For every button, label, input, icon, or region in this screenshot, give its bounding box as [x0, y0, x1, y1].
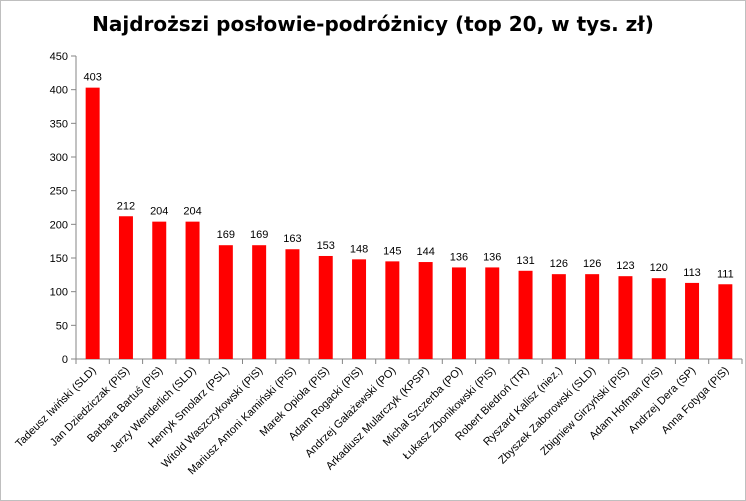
bar [252, 245, 267, 359]
bar [485, 267, 500, 359]
bar [385, 261, 400, 359]
y-tick-label: 0 [62, 354, 68, 366]
data-label: 169 [250, 229, 268, 241]
y-tick-label: 300 [50, 152, 68, 164]
data-label: 145 [383, 245, 401, 257]
bar [85, 87, 100, 359]
y-tick-label: 100 [50, 287, 68, 299]
data-label: 113 [683, 267, 701, 279]
data-label: 136 [483, 251, 501, 263]
bar [585, 274, 600, 359]
data-label: 163 [283, 233, 301, 245]
bar [718, 284, 733, 359]
data-label: 204 [150, 206, 168, 218]
y-tick-label: 350 [50, 118, 68, 130]
y-tick-label: 400 [50, 85, 68, 97]
bar [685, 282, 700, 359]
data-label: 148 [350, 243, 368, 255]
data-label: 403 [83, 72, 101, 84]
data-label: 204 [183, 206, 201, 218]
data-label: 169 [217, 229, 235, 241]
data-label: 212 [117, 200, 135, 212]
bar [418, 262, 433, 359]
data-label: 131 [516, 255, 534, 267]
y-tick-label: 150 [50, 253, 68, 265]
data-label: 111 [717, 268, 734, 280]
y-tick-label: 450 [50, 51, 68, 63]
bar [152, 221, 167, 359]
y-tick-label: 250 [50, 186, 68, 198]
bar [318, 255, 333, 359]
data-label: 144 [416, 246, 434, 258]
bar [218, 245, 233, 359]
bar [618, 276, 633, 359]
bar [651, 278, 666, 359]
bar [185, 221, 200, 359]
bar [285, 249, 300, 359]
bar [551, 274, 566, 359]
data-label: 153 [317, 240, 335, 252]
data-label: 123 [616, 260, 634, 272]
bars [85, 87, 733, 359]
y-tick-label: 50 [56, 320, 68, 332]
bar [352, 259, 367, 359]
data-label: 120 [650, 262, 668, 274]
chart-title: Najdroższi posłowie-podróżnicy (top 20, … [92, 12, 654, 36]
data-label: 126 [583, 258, 601, 270]
bar [451, 267, 466, 359]
bar [518, 270, 533, 359]
y-tick-label: 200 [50, 219, 68, 231]
bar [118, 216, 133, 359]
data-label: 136 [450, 251, 468, 263]
data-label: 126 [550, 258, 568, 270]
